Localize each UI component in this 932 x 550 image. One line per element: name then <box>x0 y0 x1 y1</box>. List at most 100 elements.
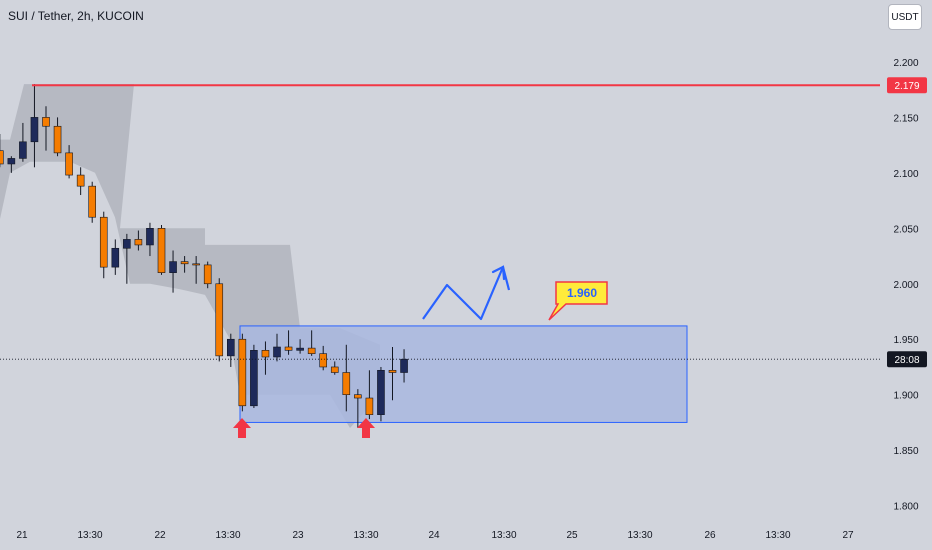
candle-body <box>180 261 189 265</box>
candle-body <box>53 125 62 154</box>
currency-button[interactable]: USDT <box>888 4 922 30</box>
candle <box>169 250 177 293</box>
x-tick-label: 27 <box>842 530 854 541</box>
candle <box>296 339 304 354</box>
candle-body <box>99 216 108 268</box>
candle-body <box>123 239 131 249</box>
candles-layer <box>0 84 408 428</box>
candle-body <box>111 247 120 268</box>
candle <box>354 389 362 428</box>
x-tick-label: 22 <box>154 530 166 541</box>
symbol-title: SUI / Tether, 2h, KUCOIN <box>8 9 144 23</box>
x-tick-label: 23 <box>292 530 304 541</box>
candle-body <box>238 338 247 407</box>
resistance-badge <box>887 77 927 94</box>
candle <box>319 345 328 371</box>
candle <box>42 106 50 151</box>
candle <box>261 341 270 375</box>
candle <box>180 256 189 273</box>
candle <box>7 156 16 173</box>
projected-path-arrow[interactable] <box>422 265 511 321</box>
candle <box>388 347 397 401</box>
candle-body <box>261 350 270 358</box>
candle <box>76 167 85 196</box>
candle <box>19 122 27 162</box>
last-price-badge <box>887 351 927 368</box>
candle <box>0 134 4 168</box>
candle <box>238 333 247 412</box>
y-tick-label: 1.950 <box>893 335 918 346</box>
y-tick-label: 2.050 <box>893 224 918 235</box>
x-tick-label: 24 <box>428 530 440 541</box>
x-tick-label: 13:30 <box>627 530 652 541</box>
candle <box>53 117 62 157</box>
target-label: 1.960 <box>567 286 597 300</box>
candle-body <box>284 346 293 351</box>
candle <box>273 333 281 362</box>
candle <box>342 344 351 412</box>
candle-body <box>307 347 316 354</box>
up-arrows <box>233 418 375 438</box>
x-tick-label: 26 <box>704 530 716 541</box>
candle <box>284 330 293 355</box>
candle-body <box>250 350 258 407</box>
candle-body <box>146 228 154 246</box>
y-axis[interactable]: 2.200 2.150 2.100 2.050 2.000 1.950 1.900 1.850… <box>893 58 918 513</box>
x-tick-label: 25 <box>566 530 578 541</box>
candle-body <box>273 346 281 358</box>
candle <box>111 239 120 275</box>
candle <box>203 261 212 289</box>
target-callout[interactable]: 1.960 <box>548 281 608 321</box>
candle-body <box>192 263 200 266</box>
arrow-head-icon <box>491 265 506 281</box>
candle-body <box>388 369 397 373</box>
candle-body <box>0 150 4 165</box>
candle-body <box>365 397 374 415</box>
x-tick-label: 13:30 <box>491 530 516 541</box>
candle <box>215 278 224 362</box>
candle <box>157 224 166 275</box>
up-arrow-icon <box>233 418 251 438</box>
candle-body <box>400 358 408 373</box>
candle-body <box>30 117 39 143</box>
candle-body <box>65 152 73 176</box>
candle <box>65 145 73 179</box>
x-tick-label: 13:30 <box>353 530 378 541</box>
candle <box>400 349 408 383</box>
y-tick-label: 2.150 <box>893 113 918 124</box>
x-tick-label: 13:30 <box>765 530 790 541</box>
y-tick-label: 2.100 <box>893 169 918 180</box>
candle-body <box>169 261 177 273</box>
candle <box>146 222 154 257</box>
candle <box>227 333 235 367</box>
resistance-badge-label: 2.179 <box>894 81 919 92</box>
candle-body <box>19 141 27 159</box>
candle <box>307 330 316 356</box>
x-tick-label: 13:30 <box>77 530 102 541</box>
candle <box>250 344 258 409</box>
candle-body <box>88 185 96 218</box>
y-tick-label: 1.900 <box>893 391 918 402</box>
candle-body <box>7 158 16 165</box>
up-arrow-icon <box>357 418 375 438</box>
candle <box>99 211 108 279</box>
candle-body <box>319 353 328 368</box>
price-badges: 2.179 28:08 <box>887 77 927 368</box>
candle-body <box>227 338 235 357</box>
candle <box>365 370 374 420</box>
support-zone-box[interactable] <box>239 325 688 423</box>
candle <box>123 233 131 284</box>
x-tick-label: 21 <box>16 530 28 541</box>
y-tick-label: 1.800 <box>893 502 918 513</box>
y-tick-label: 2.000 <box>893 280 918 291</box>
candle <box>30 84 39 168</box>
candle <box>88 181 96 223</box>
candle <box>330 361 339 375</box>
candle-body <box>354 394 362 399</box>
x-tick-label: 13:30 <box>215 530 240 541</box>
candle <box>192 256 200 284</box>
x-axis[interactable]: 21 13:30 22 13:30 23 13:30 24 13:30 25 13:30 26 13:… <box>16 530 854 541</box>
candle-body <box>296 347 304 351</box>
candle-body <box>377 369 385 415</box>
